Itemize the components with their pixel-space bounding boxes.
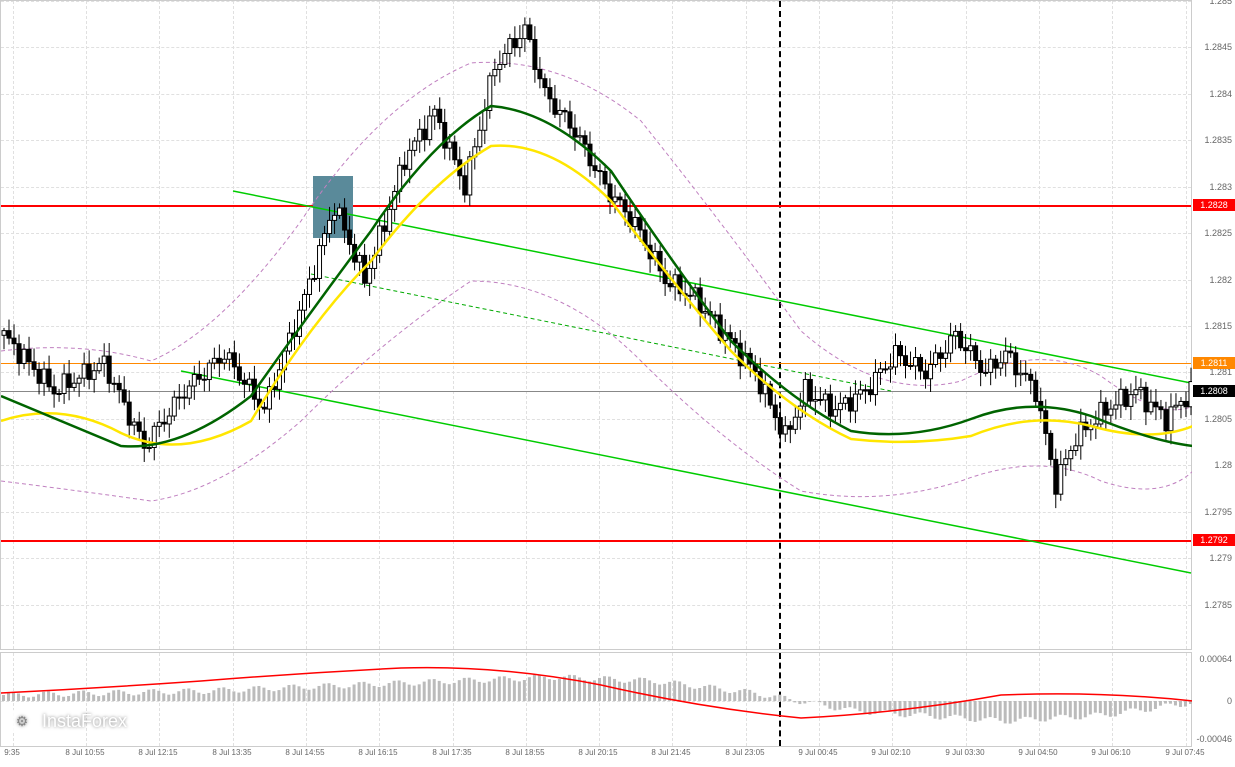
x-tick: 8 Jul 23:05 xyxy=(725,748,764,757)
candlestick-layer[interactable] xyxy=(1,1,1193,651)
price-badge-level: 1.2811 xyxy=(1193,357,1235,369)
y-tick: 1.2845 xyxy=(1204,42,1232,52)
y-tick: 1.2825 xyxy=(1204,228,1232,238)
price-badge-support: 1.2792 xyxy=(1193,534,1235,546)
logo-icon: ⚙ xyxy=(8,707,36,735)
y-tick: 1.2835 xyxy=(1204,135,1232,145)
y-tick: 1.2805 xyxy=(1204,414,1232,424)
x-tick: 9 Jul 00:45 xyxy=(798,748,837,757)
x-tick: 8 Jul 14:55 xyxy=(285,748,324,757)
price-axis: 1.285 1.2845 1.284 1.2835 1.283 1.2825 1… xyxy=(1192,0,1235,650)
y-tick: 1.284 xyxy=(1209,89,1232,99)
x-tick: 9 Jul 06:10 xyxy=(1091,748,1130,757)
x-tick: 8 Jul 21:45 xyxy=(651,748,690,757)
x-tick: 9 Jul 03:30 xyxy=(945,748,984,757)
y-tick: 1.279 xyxy=(1209,553,1232,563)
x-tick: 9 Jul 07:45 xyxy=(1165,748,1204,757)
ind-tick: 0.00064 xyxy=(1199,654,1232,664)
x-tick: 8 Jul 12:15 xyxy=(138,748,177,757)
y-tick: 1.282 xyxy=(1209,275,1232,285)
y-tick: 1.285 xyxy=(1209,0,1232,6)
indicator-bars xyxy=(1,653,1193,748)
y-tick: 1.28 xyxy=(1214,460,1232,470)
broker-logo: ⚙ InstaForex xyxy=(8,707,127,735)
y-tick: 1.283 xyxy=(1209,182,1232,192)
x-tick: 8 Jul 10:55 xyxy=(65,748,104,757)
price-badge-current: 1.2808 xyxy=(1193,385,1235,397)
time-axis: 9:35 8 Jul 10:55 8 Jul 12:15 8 Jul 13:35… xyxy=(0,748,1192,767)
main-price-chart[interactable] xyxy=(0,0,1192,650)
x-tick: 9 Jul 02:10 xyxy=(871,748,910,757)
chart-container: 1.285 1.2845 1.284 1.2835 1.283 1.2825 1… xyxy=(0,0,1235,767)
ind-tick: 0 xyxy=(1227,696,1232,706)
x-tick: 9:35 xyxy=(4,748,20,757)
x-tick: 8 Jul 20:15 xyxy=(578,748,617,757)
y-tick: 1.2785 xyxy=(1204,600,1232,610)
y-tick: 1.2815 xyxy=(1204,321,1232,331)
x-tick: 8 Jul 13:35 xyxy=(212,748,251,757)
x-tick: 8 Jul 17:35 xyxy=(432,748,471,757)
price-badge-resistance: 1.2828 xyxy=(1193,199,1235,211)
ind-tick: -0.00046 xyxy=(1196,734,1232,744)
x-tick: 8 Jul 16:15 xyxy=(358,748,397,757)
y-tick: 1.2795 xyxy=(1204,507,1232,517)
x-tick: 8 Jul 18:55 xyxy=(505,748,544,757)
x-tick: 9 Jul 04:50 xyxy=(1018,748,1057,757)
indicator-chart[interactable] xyxy=(0,652,1192,747)
indicator-axis: 0.00064 0 -0.00046 xyxy=(1192,652,1235,747)
logo-text: InstaForex xyxy=(42,711,127,732)
